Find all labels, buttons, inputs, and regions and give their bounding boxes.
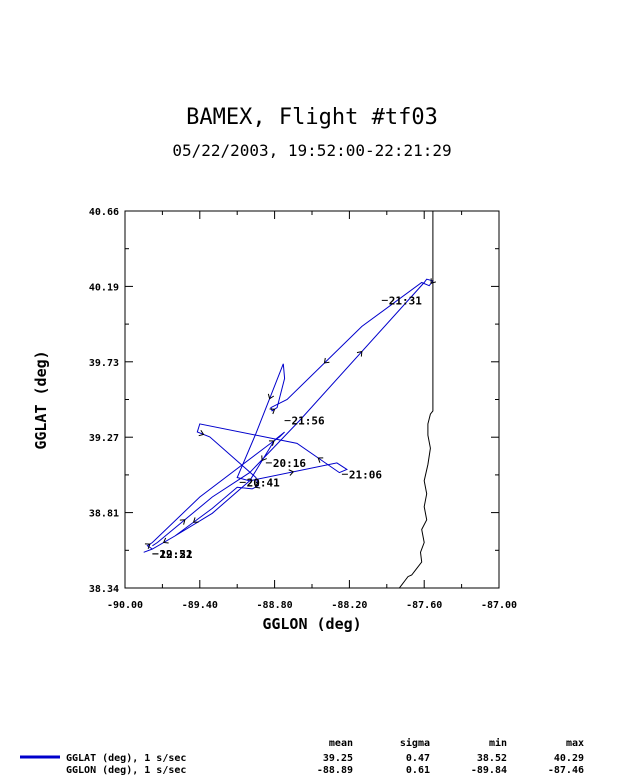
x-tick-labels: -90.00 -89.40 -88.80 -88.20 -87.60 -87.00 [107,600,517,611]
direction-arrow [269,408,276,415]
direction-arrow [317,457,324,463]
y-tick-label: 38.81 [89,509,119,520]
time-label: 20:16 [273,457,306,470]
stats-value: 0.61 [406,765,430,776]
stats-header: max [566,738,584,749]
stats-row-label: GGLAT (deg), 1 s/sec [66,753,186,764]
y-tick-label: 39.73 [89,358,119,369]
direction-arrow [323,357,330,364]
time-label: 20:41 [247,476,280,489]
direction-arrow [179,519,186,525]
stats-header: min [489,737,507,749]
chart-subtitle: 05/22/2003, 19:52:00-22:21:29 [172,141,451,160]
x-tick-label: -87.60 [406,600,442,611]
x-axis-label: GGLON (deg) [262,615,361,633]
direction-arrows [144,278,436,549]
x-tick-label: -90.00 [107,600,143,611]
y-tick-label: 40.66 [89,207,119,218]
y-tick-label: 40.19 [89,282,119,293]
direction-arrow [288,469,295,476]
stats-value: 0.47 [406,753,430,764]
y-tick-label: 39.27 [89,433,119,444]
time-label: 21:06 [349,468,382,481]
direction-arrow [267,393,275,400]
y-tick-label: 38.34 [89,584,119,595]
x-tick-label: -89.40 [182,600,218,611]
direction-arrow [144,543,151,549]
stats-value: -88.89 [317,765,353,776]
stats-value: -87.46 [548,765,584,776]
boundary-line [398,211,434,589]
y-tick-labels: 40.66 40.19 39.73 39.27 38.81 38.34 [89,207,119,595]
time-label: 19:52 [159,548,192,561]
direction-arrow [430,278,436,284]
direction-arrow [198,429,205,437]
stats-table: mean sigma min max GGLAT (deg), 1 s/sec 39.25… [20,737,584,776]
time-label: 22:21 [159,548,192,561]
time-label: 21:56 [292,415,325,428]
direction-arrow [254,482,261,489]
stats-row-label: GGLON (deg), 1 s/sec [66,765,186,776]
stats-value: 40.29 [554,753,584,764]
stats-value: -89.84 [471,765,507,776]
direction-arrow [261,455,267,462]
axis-ticks [124,210,500,589]
chart-title: BAMEX, Flight #tf03 [186,105,438,130]
x-tick-label: -88.80 [257,600,293,611]
stats-value: 38.52 [477,753,507,764]
direction-arrow [192,517,199,523]
y-axis-label: GGLAT (deg) [32,350,50,449]
time-label: 21:31 [389,294,422,307]
direction-arrow [162,537,169,544]
x-tick-label: -88.20 [331,600,367,611]
stats-value: 39.25 [323,753,353,764]
stats-header: mean [329,738,353,749]
x-tick-label: -87.00 [481,600,517,611]
direction-arrow [268,440,275,446]
direction-arrow [356,350,363,357]
stats-header: sigma [400,737,430,749]
series-group [143,211,434,589]
flight-track-line [143,278,434,553]
